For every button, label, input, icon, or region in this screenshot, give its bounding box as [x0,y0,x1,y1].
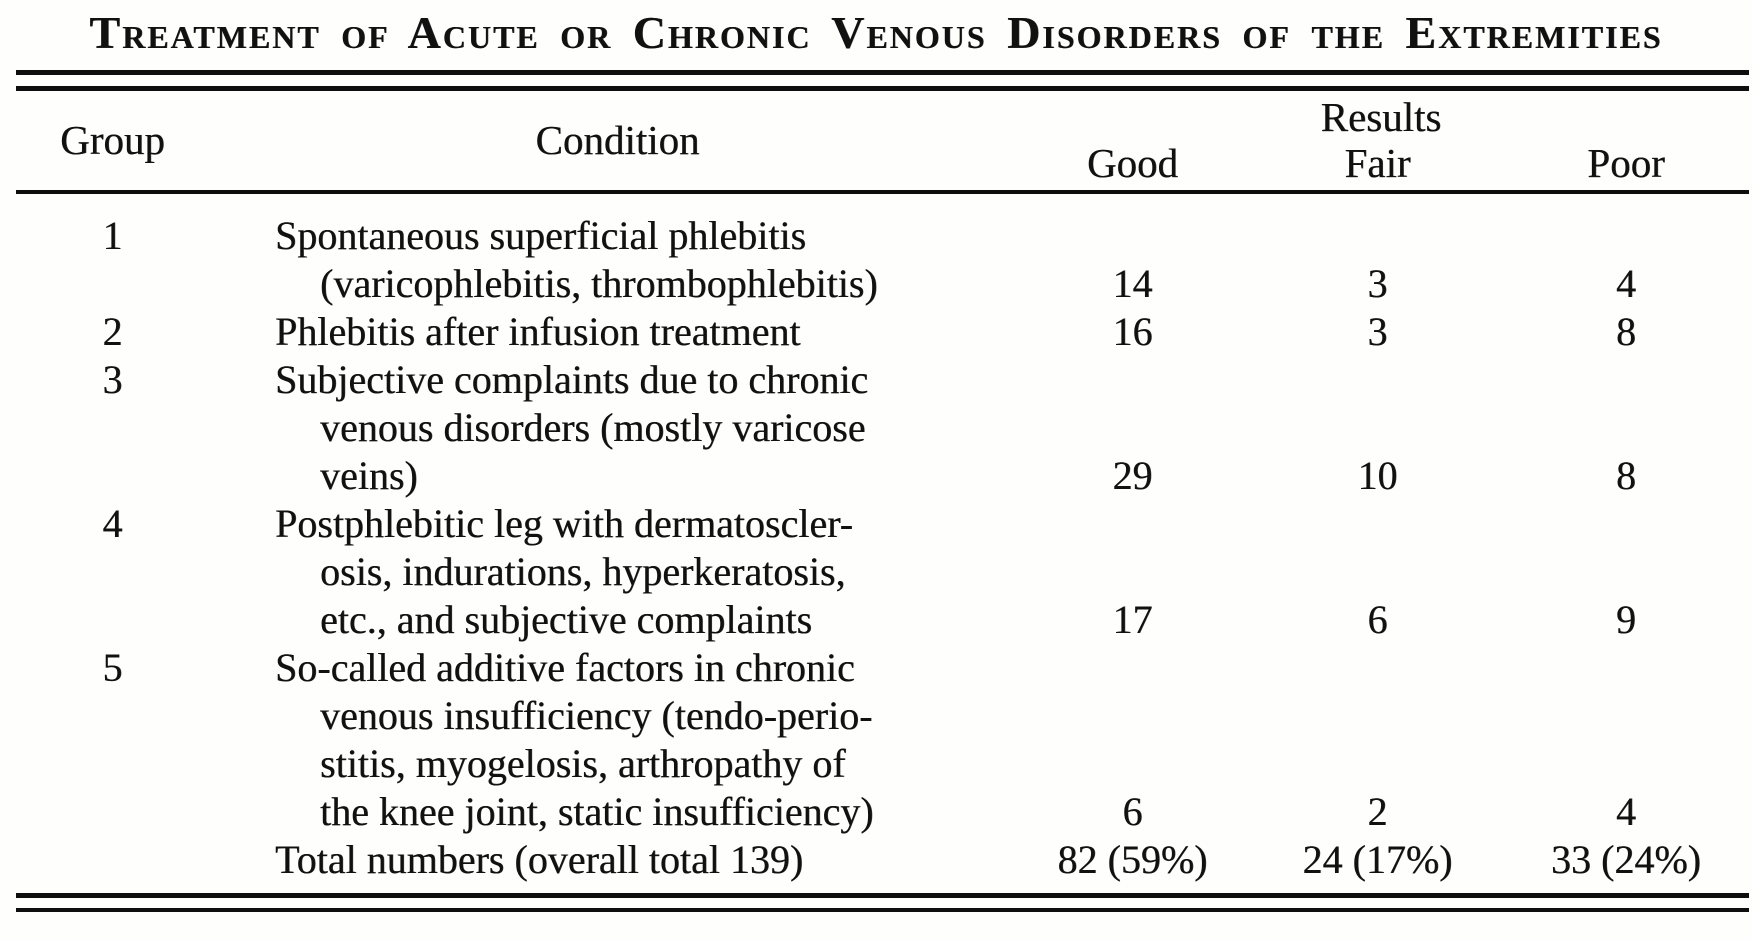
fair-value: 6 [1367,597,1388,642]
poor-value: 9 [1616,597,1636,642]
group-number: 5 [102,645,123,690]
fair-value: 3 [1367,309,1388,354]
fair-value: 10 [1357,453,1398,498]
table-row-2: 2 Phlebitis after infusion treatment 16 … [0,308,1752,356]
column-header-results-group: Results [1320,94,1442,140]
table-title: Treatment of Acute or Chronic Venous Dis… [89,7,1663,58]
table-total-row: Total numbers (overall total 139) 82 (59… [0,836,1752,884]
poor-value: 8 [1616,453,1636,498]
poor-value: 4 [1616,261,1636,306]
good-value: 16 [1112,309,1153,354]
condition-text: Subjective complaints due to chronic ven… [275,357,869,498]
condition-text: Postphlebitic leg with dermatoscler- osi… [275,501,853,642]
total-fair-value: 24 (17%) [1302,837,1453,882]
condition-text: Phlebitis after infusion treatment [275,309,801,354]
group-number: 3 [102,357,123,402]
column-header-condition: Condition [535,117,700,163]
bottom-double-rule-line1 [16,893,1749,898]
total-label: Total numbers (overall total 139) [275,837,804,882]
total-poor-value: 33 (24%) [1551,837,1701,882]
group-number: 4 [102,501,123,546]
group-number: 2 [102,309,123,354]
condition-text: Spontaneous superficial phlebitis (varic… [275,213,878,306]
header-rule [16,190,1749,194]
poor-value: 4 [1616,789,1636,834]
table-row-1: 1 Spontaneous superficial phlebitis (var… [0,212,1752,308]
total-good-value: 82 (59%) [1057,837,1208,882]
table-header-row: Group Condition Results Good Fair Poor [0,94,1752,186]
table-row-4: 4 Postphlebitic leg with dermatoscler- o… [0,500,1752,644]
good-value: 6 [1122,789,1143,834]
table-body: 1 Spontaneous superficial phlebitis (var… [0,212,1752,884]
fair-value: 3 [1367,261,1388,306]
good-value: 14 [1112,261,1153,306]
good-value: 17 [1112,597,1153,642]
top-double-rule-line2 [16,86,1749,91]
column-header-group: Group [60,117,165,163]
good-value: 29 [1112,453,1153,498]
column-header-fair: Fair [1344,140,1411,186]
top-double-rule-line1 [16,70,1749,75]
table-row-3: 3 Subjective complaints due to chronic v… [0,356,1752,500]
condition-text: So-called additive factors in chronic ve… [275,645,874,834]
column-header-good: Good [1086,140,1179,186]
bottom-double-rule-line2 [16,908,1749,912]
fair-value: 2 [1367,789,1388,834]
group-number: 1 [102,213,123,258]
poor-value: 8 [1616,309,1636,354]
table-row-5: 5 So-called additive factors in chronic … [0,644,1752,836]
column-header-poor: Poor [1587,140,1665,186]
